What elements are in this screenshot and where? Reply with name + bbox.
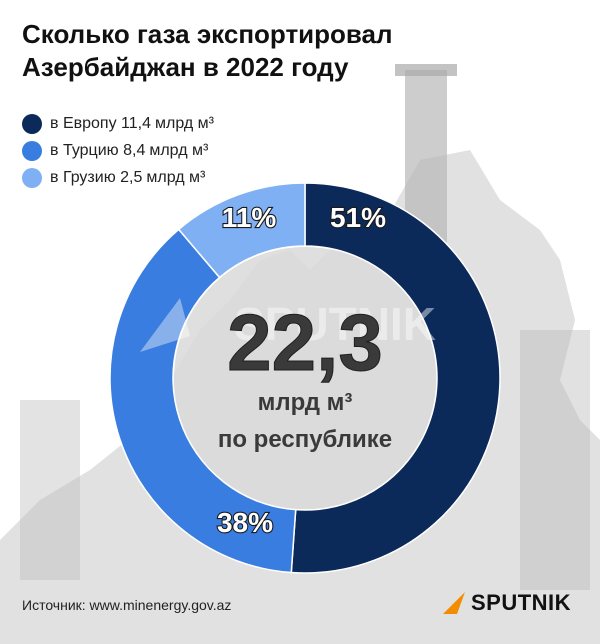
legend-label-turkey: в Турцию 8,4 млрд м³	[50, 142, 208, 160]
legend-value-georgia: 2,5	[120, 168, 143, 186]
background-tower	[520, 330, 590, 590]
legend-dot-turkey	[22, 140, 42, 161]
background-chimney-cap	[395, 64, 457, 76]
title-line-2: Азербайджан в 2022 году	[22, 52, 349, 82]
legend-item-georgia: в Грузию 2,5 млрд м³	[22, 164, 214, 191]
donut-center	[174, 247, 436, 509]
total-caption: по республике	[218, 426, 392, 453]
watermark-icon	[140, 298, 190, 352]
legend-unit-turkey: млрд м³	[149, 141, 209, 159]
legend-category-europe: в Европу	[50, 114, 117, 132]
brand-logo: SPUTNIK	[441, 590, 571, 616]
source-note: Источник: www.minenergy.gov.az	[22, 597, 232, 613]
legend-item-europe: в Европу 11,4 млрд м³	[22, 110, 214, 137]
legend-category-turkey: в Турцию	[50, 141, 119, 159]
page-title: Сколько газа экспортировал Азербайджан в…	[22, 18, 542, 84]
legend-label-georgia: в Грузию 2,5 млрд м³	[50, 169, 205, 187]
donut-slice-turkey	[109, 228, 297, 574]
legend-dot-georgia	[22, 167, 42, 188]
legend: в Европу 11,4 млрд м³ в Турцию 8,4 млрд м³…	[22, 110, 214, 191]
legend-item-turkey: в Турцию 8,4 млрд м³	[22, 137, 214, 164]
percent-label-turkey: 38%	[217, 507, 273, 538]
legend-unit-georgia: млрд м³	[146, 168, 206, 186]
legend-value-turkey: 8,4	[123, 141, 146, 159]
legend-value-europe: 11,4	[121, 114, 151, 132]
percent-label-europe: 51%	[330, 202, 386, 233]
donut-slice-europe	[290, 182, 501, 574]
percent-label-georgia: 11%	[222, 202, 277, 233]
legend-unit-europe: млрд м³	[154, 114, 214, 132]
brand-name: SPUTNIK	[471, 590, 572, 615]
title-line-1: Сколько газа экспортировал	[22, 19, 393, 49]
legend-dot-europe	[22, 113, 42, 134]
total-unit: млрд м³	[258, 389, 353, 416]
legend-category-georgia: в Грузию	[50, 168, 116, 186]
background-structure	[20, 400, 80, 580]
sputnik-logo-icon	[443, 592, 465, 614]
legend-label-europe: в Европу 11,4 млрд м³	[50, 115, 214, 133]
watermark: SPUTNIK	[234, 298, 436, 350]
total-value: 22,3	[227, 298, 383, 387]
donut-slice-georgia	[177, 182, 306, 279]
